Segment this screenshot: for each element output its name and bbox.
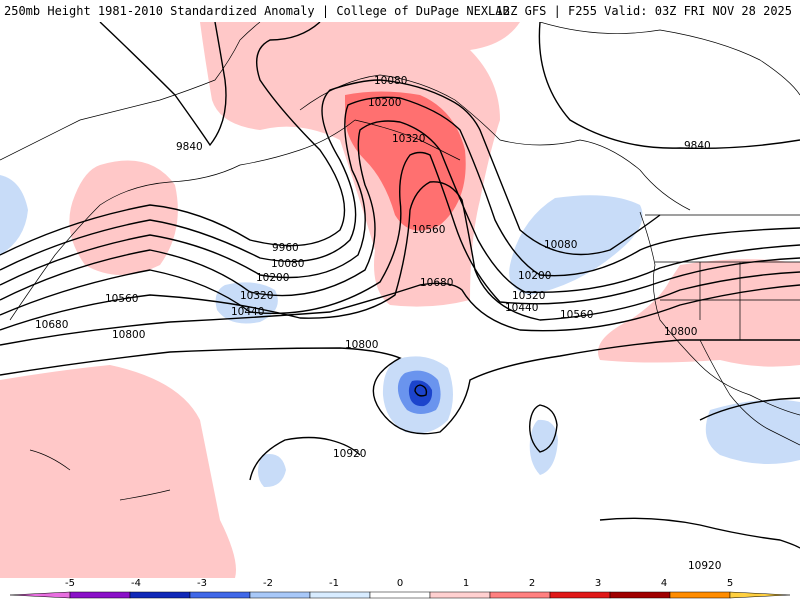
alaska-coastline bbox=[299, 74, 691, 211]
contour-10800-closed bbox=[529, 404, 558, 453]
colorbar-tick-label: -2 bbox=[263, 578, 273, 589]
negative-anomaly-west-edge bbox=[0, 175, 28, 255]
contour-9840-east bbox=[538, 22, 800, 150]
contour-10920-east bbox=[699, 397, 800, 421]
colorbar-tick-label: 2 bbox=[529, 578, 535, 589]
contour-label: 10800 bbox=[664, 326, 697, 338]
contour-label: 10200 bbox=[368, 97, 401, 109]
contour-label: 9840 bbox=[176, 141, 203, 153]
negative-anomaly-gulf-alaska bbox=[509, 195, 643, 295]
contour-label: 10440 bbox=[505, 302, 538, 314]
colorbar-tick-label: 3 bbox=[595, 578, 601, 589]
contour-label: 10200 bbox=[256, 272, 289, 284]
map-title: 250mb Height 1981-2010 Standardized Anom… bbox=[4, 4, 510, 18]
negative-anomaly-south-small bbox=[257, 454, 286, 488]
contour-label-group: 9840 9840 9960 10080 10080 10080 10200 1… bbox=[35, 75, 721, 572]
contour-label: 10200 bbox=[518, 270, 551, 282]
height-contours bbox=[0, 22, 800, 549]
contour-label: 10560 bbox=[105, 293, 138, 305]
positive-anomaly-west-coast bbox=[598, 259, 800, 367]
kamchatka-coast bbox=[9, 119, 356, 321]
colorbar-tick-label: 4 bbox=[661, 578, 667, 589]
colorbar-ticks: -5 -4 -3 -2 -1 0 1 2 3 4 5 bbox=[65, 578, 733, 589]
contour-label: 10560 bbox=[412, 224, 445, 236]
colorbar-segment bbox=[249, 591, 311, 599]
contour-label: 10080 bbox=[544, 239, 577, 251]
contour-10560 bbox=[0, 181, 800, 331]
contour-10080-west bbox=[0, 79, 661, 271]
contour-label: 10680 bbox=[35, 319, 68, 331]
colorbar-segment bbox=[669, 591, 731, 599]
colorbar-tick-label: 5 bbox=[727, 578, 733, 589]
contour-label: 10920 bbox=[333, 448, 366, 460]
colorbar-tick-label: 1 bbox=[463, 578, 469, 589]
contour-10680 bbox=[0, 282, 800, 346]
contour-label: 10080 bbox=[374, 75, 407, 87]
colorbar-segment bbox=[489, 591, 551, 599]
contour-label: 9960 bbox=[272, 242, 299, 254]
contour-label: 10080 bbox=[271, 258, 304, 270]
colorbar-tick-label: -3 bbox=[197, 578, 207, 589]
map-header: 250mb Height 1981-2010 Standardized Anom… bbox=[0, 0, 800, 22]
negative-anomaly-southeast bbox=[705, 399, 800, 464]
anomaly-shading bbox=[0, 22, 800, 578]
colorbar-segment bbox=[429, 591, 491, 599]
contour-10920-south bbox=[249, 436, 361, 481]
contour-label: 10920 bbox=[688, 560, 721, 572]
contour-10800 bbox=[0, 339, 800, 435]
aleutian-chain bbox=[354, 119, 461, 161]
colorbar-segment bbox=[9, 591, 71, 599]
west-coast-na bbox=[639, 211, 800, 416]
colorbar-segment bbox=[309, 591, 371, 599]
colorbar-tick-label: -4 bbox=[131, 578, 141, 589]
negative-anomaly-south-mid bbox=[529, 419, 558, 475]
positive-anomaly-southwest bbox=[0, 365, 236, 578]
colorbar-segment bbox=[729, 591, 791, 599]
model-run-info: 12Z GFS | F255 Valid: 03Z FRI NOV 28 202… bbox=[495, 4, 792, 18]
us-border bbox=[645, 214, 800, 340]
colorbar-tick-label: 0 bbox=[397, 578, 403, 589]
colorbar-segments bbox=[9, 591, 791, 599]
colorbar-segment bbox=[369, 591, 431, 599]
anomaly-colorbar: -5 -4 -3 -2 -1 0 1 2 3 4 5 bbox=[9, 578, 791, 599]
colorbar-segment bbox=[189, 591, 251, 599]
contour-label: 10320 bbox=[392, 133, 425, 145]
positive-anomaly-west bbox=[69, 160, 178, 275]
contour-10320 bbox=[0, 120, 800, 301]
colorbar-segment bbox=[609, 591, 671, 599]
contour-label: 10800 bbox=[112, 329, 145, 341]
colorbar-segment bbox=[69, 591, 131, 599]
contour-10800-core bbox=[414, 384, 428, 397]
colorbar-segment bbox=[129, 591, 191, 599]
contour-label: 10560 bbox=[560, 309, 593, 321]
contour-label: 10680 bbox=[420, 277, 453, 289]
colorbar-segment bbox=[549, 591, 611, 599]
anomaly-map: 9840 9840 9960 10080 10080 10080 10200 1… bbox=[0, 22, 800, 578]
south-coast bbox=[29, 449, 171, 501]
contour-label: 10440 bbox=[231, 306, 264, 318]
colorbar-tick-label: -5 bbox=[65, 578, 75, 589]
contour-9840-west bbox=[99, 22, 227, 147]
colorbar-tick-label: -1 bbox=[329, 578, 339, 589]
contour-label: 9840 bbox=[684, 140, 711, 152]
contour-label: 10320 bbox=[512, 290, 545, 302]
mexico-coast bbox=[699, 339, 800, 446]
contour-10200 bbox=[0, 96, 800, 286]
coastlines bbox=[0, 22, 800, 501]
canada-coast bbox=[539, 22, 800, 96]
contour-10440 bbox=[0, 151, 800, 316]
negative-anomaly-center bbox=[408, 380, 433, 407]
contour-label: 10800 bbox=[345, 339, 378, 351]
contour-9960 bbox=[0, 22, 346, 256]
contour-label: 10320 bbox=[240, 290, 273, 302]
contour-10920-bottom bbox=[599, 517, 800, 549]
